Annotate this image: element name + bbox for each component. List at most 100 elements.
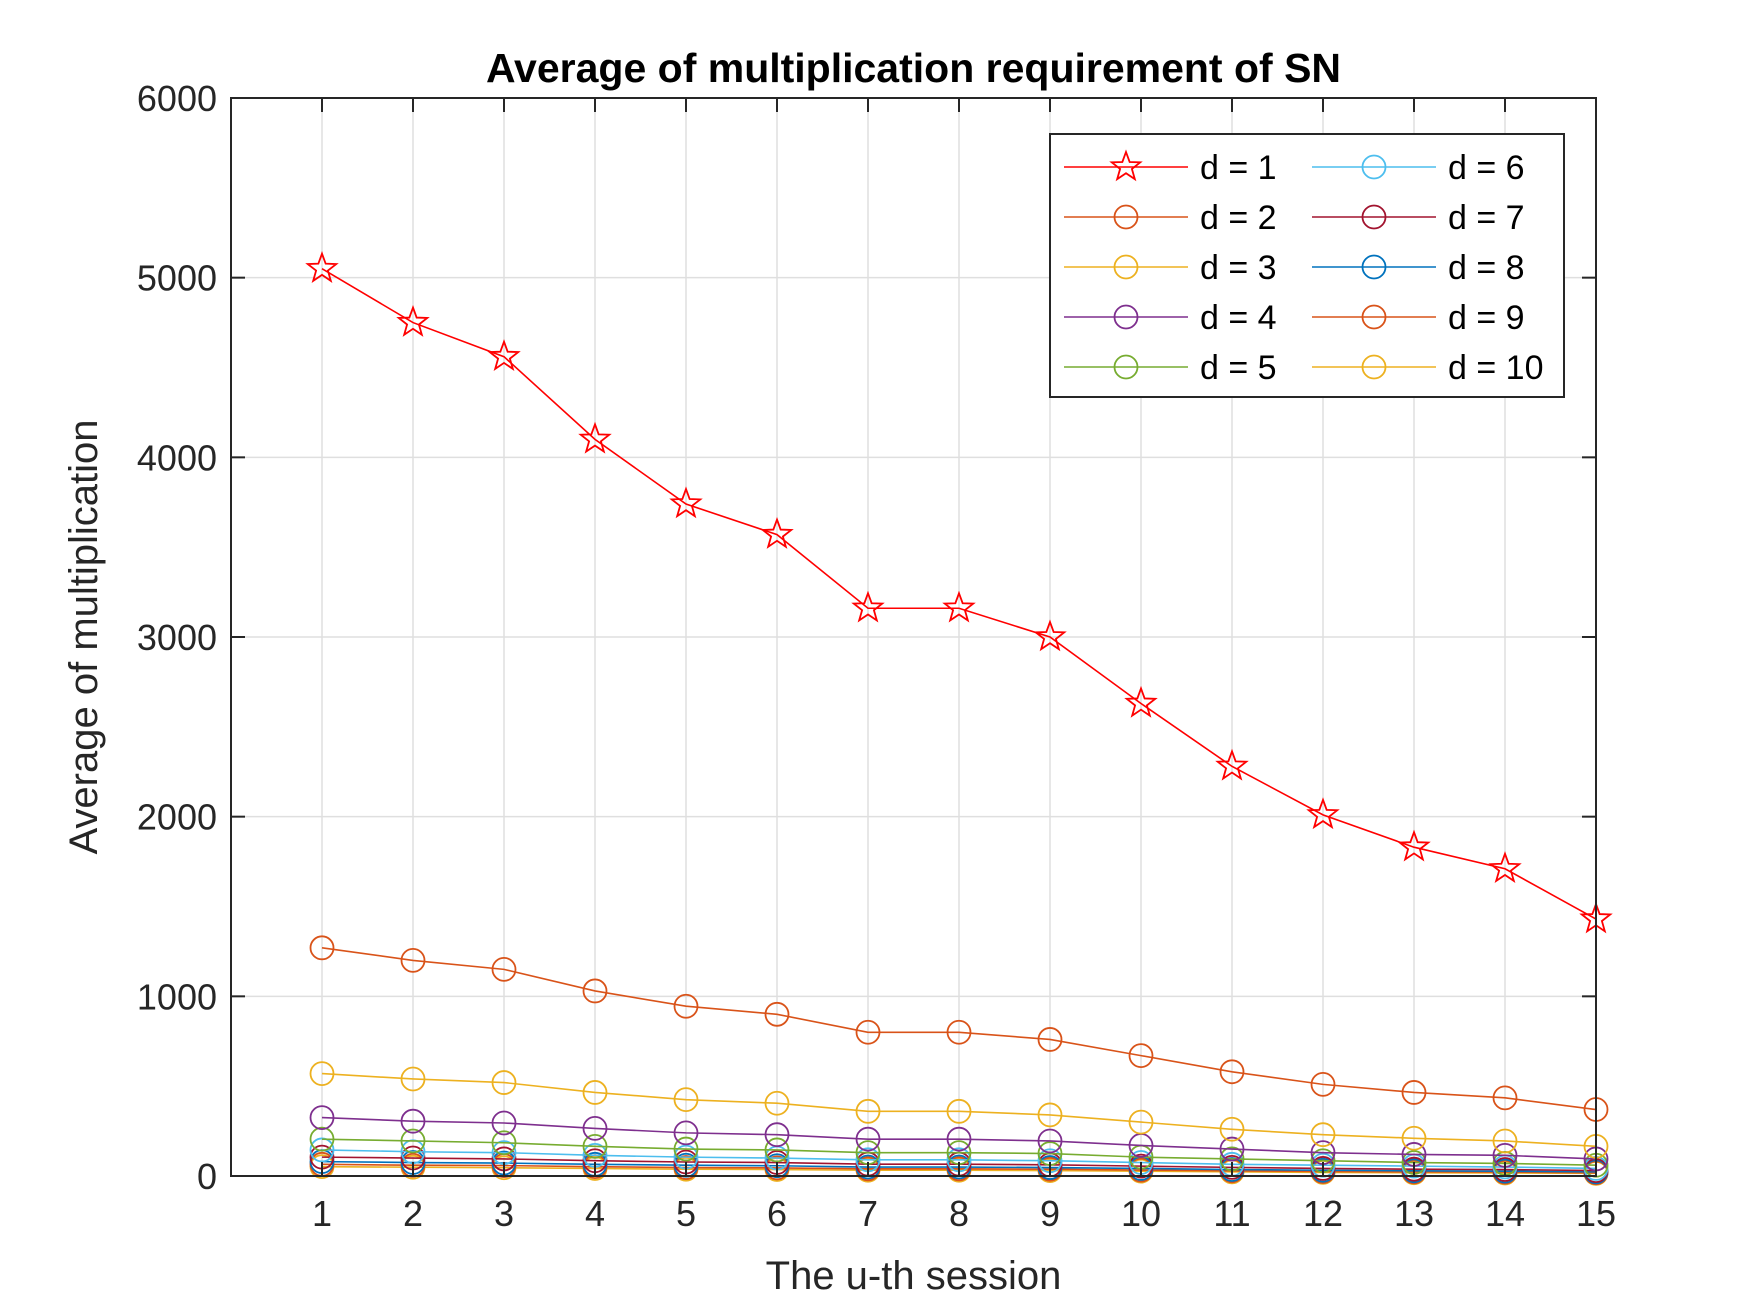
- legend-label: d = 6: [1448, 149, 1525, 187]
- data-point: [309, 1105, 335, 1131]
- series-line: [321, 1149, 1597, 1170]
- data-point: [1219, 1116, 1245, 1142]
- legend-label: d = 7: [1448, 199, 1525, 237]
- x-tick-label: 8: [949, 1193, 969, 1234]
- legend-item: d = 3: [1064, 249, 1277, 287]
- x-tick-label: 7: [858, 1193, 878, 1234]
- data-point: [764, 1090, 790, 1116]
- legend-item: d = 9: [1312, 299, 1525, 337]
- series-line: [321, 1138, 1597, 1167]
- data-point: [1037, 1027, 1063, 1052]
- y-tick-label: 2000: [137, 797, 217, 838]
- legend-label: d = 5: [1200, 349, 1277, 387]
- legend-item: d = 6: [1312, 149, 1525, 187]
- data-point: [309, 935, 335, 961]
- data-point: [400, 948, 426, 973]
- y-tick-label: 6000: [137, 78, 217, 119]
- legend-label: d = 8: [1448, 249, 1525, 287]
- data-point: [1397, 829, 1431, 862]
- data-point: [400, 1066, 426, 1092]
- y-axis-label: Average of multiplication: [62, 419, 106, 854]
- data-point: [764, 1137, 790, 1163]
- data-point: [946, 1126, 972, 1152]
- series-line: [321, 947, 1597, 1111]
- legend-marker: [1361, 154, 1387, 180]
- data-point: [1128, 1043, 1154, 1069]
- data-point: [673, 1087, 699, 1113]
- data-point: [582, 1115, 608, 1141]
- data-point: [851, 590, 885, 623]
- ticks: 1 2 3 4 5 6 7 8 9 10 11 12 13 14 150100020003000400050…: [137, 78, 1616, 1234]
- y-tick-label: 3000: [137, 617, 217, 658]
- data-point: [855, 1019, 881, 1045]
- y-tick-label: 0: [197, 1156, 217, 1197]
- x-tick-label: 6: [767, 1193, 787, 1234]
- x-tick-label: 12: [1303, 1193, 1343, 1234]
- legend-label: d = 9: [1448, 299, 1525, 337]
- x-tick-label: 4: [585, 1193, 605, 1234]
- legend-item: d = 4: [1064, 299, 1277, 337]
- data-point: [764, 1122, 790, 1148]
- data-point: [1037, 1102, 1063, 1128]
- x-tick-label: 15: [1576, 1193, 1616, 1234]
- legend-marker: [1113, 204, 1139, 230]
- legend-marker: [1113, 254, 1139, 280]
- data-point: [1492, 1128, 1518, 1154]
- data-point: [487, 339, 521, 371]
- legend: d = 1 d = 2 d = 3 d = 4 d = 5 d = 6 d = 7 d = 8…: [1049, 133, 1565, 398]
- data-point: [669, 486, 703, 519]
- data-point: [1401, 1125, 1427, 1151]
- legend-marker: [1361, 204, 1387, 230]
- data-point: [1219, 1059, 1245, 1085]
- legend-item: d = 7: [1312, 199, 1525, 237]
- data-point: [673, 993, 699, 1019]
- data-point: [491, 1070, 517, 1095]
- x-tick-label: 14: [1485, 1193, 1525, 1234]
- data-point: [760, 516, 794, 549]
- legend-item: d = 5: [1064, 349, 1277, 387]
- data-point: [582, 978, 608, 1004]
- data-point: [1310, 1122, 1336, 1148]
- data-point: [491, 1130, 517, 1156]
- chart-title: Average of multiplication requirement of…: [486, 45, 1341, 91]
- data-point: [1401, 1080, 1427, 1105]
- data-point: [578, 421, 612, 454]
- data-point: [1124, 685, 1158, 718]
- data-point: [1310, 1071, 1336, 1097]
- data-point: [582, 1133, 608, 1159]
- data-point: [1306, 797, 1340, 830]
- legend-marker: [1109, 149, 1143, 182]
- legend-label: d = 1: [1200, 149, 1277, 187]
- x-tick-label: 5: [676, 1193, 696, 1234]
- x-tick-label: 1: [312, 1193, 332, 1234]
- x-tick-label: 9: [1040, 1193, 1060, 1234]
- legend-marker: [1361, 304, 1387, 330]
- data-point: [491, 1110, 517, 1136]
- legend-box: [1049, 133, 1565, 398]
- legend-label: d = 2: [1200, 199, 1277, 237]
- data-point: [400, 1108, 426, 1134]
- data-point: [305, 251, 339, 283]
- data-point: [309, 1126, 335, 1152]
- y-tick-label: 5000: [137, 258, 217, 299]
- data-point: [1037, 1128, 1063, 1154]
- series-line: [321, 1072, 1597, 1148]
- series-line: [321, 1116, 1597, 1160]
- legend-marker: [1361, 254, 1387, 280]
- data-point: [942, 590, 976, 623]
- legend-item: d = 8: [1312, 249, 1525, 287]
- x-tick-label: 13: [1394, 1193, 1434, 1234]
- data-point: [946, 1019, 972, 1045]
- data-point: [1492, 1085, 1518, 1111]
- x-tick-label: 11: [1213, 1193, 1250, 1234]
- data-point: [582, 1080, 608, 1105]
- x-tick-label: 2: [403, 1193, 423, 1234]
- legend-label: d = 3: [1200, 249, 1277, 287]
- y-tick-label: 4000: [137, 437, 217, 478]
- data-point: [855, 1126, 881, 1152]
- data-point: [673, 1120, 699, 1146]
- data-point: [1219, 1136, 1245, 1162]
- data-point: [946, 1098, 972, 1124]
- data-point: [855, 1098, 881, 1124]
